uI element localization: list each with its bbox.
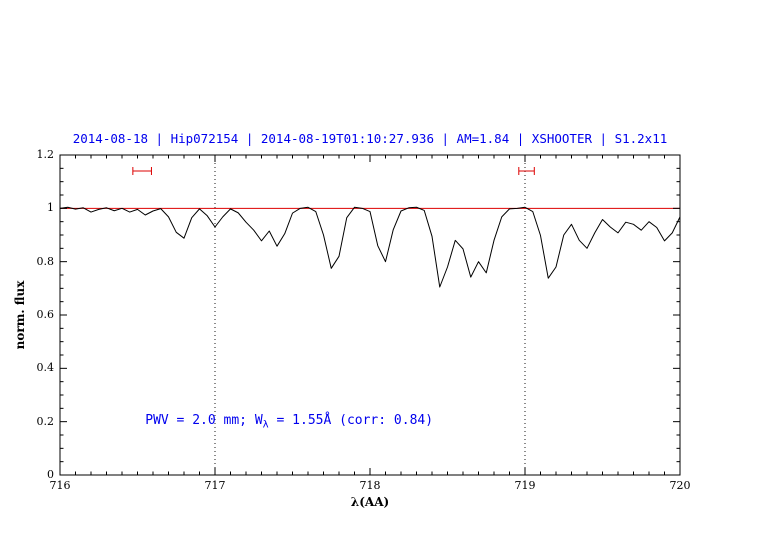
spectrum-line: [59, 206, 681, 288]
y-tick-label: 1: [47, 201, 54, 215]
x-tick-label: 716: [49, 479, 71, 492]
x-tick-label: 717: [204, 479, 226, 492]
y-tick-label: 0.8: [36, 254, 55, 268]
y-tick-label: 0.4: [36, 361, 55, 375]
annotation-sub: λ: [262, 419, 269, 431]
chart-title: 2014-08-18 | Hip072154 | 2014-08-19T01:1…: [72, 131, 668, 146]
y-tick-label: 0.6: [36, 308, 55, 321]
y-axis-label: norm. flux: [13, 280, 27, 350]
annotation-suffix: = 1.55Å (corr: 0.84): [268, 412, 434, 428]
y-tick-label: 0.2: [36, 414, 55, 428]
x-axis-label: λ(AA): [350, 495, 390, 509]
y-tick-label: 0: [47, 468, 54, 481]
pwv-annotation: PWV = 2.0 mm; Wλ = 1.55Å (corr: 0.84): [145, 413, 433, 431]
x-tick-label: 718: [359, 479, 381, 492]
annotation-prefix: PWV = 2.0 mm; W: [145, 412, 263, 428]
y-tick-label: 1.2: [36, 148, 55, 161]
x-tick-label: 720: [669, 479, 691, 492]
x-tick-label: 719: [514, 479, 536, 492]
